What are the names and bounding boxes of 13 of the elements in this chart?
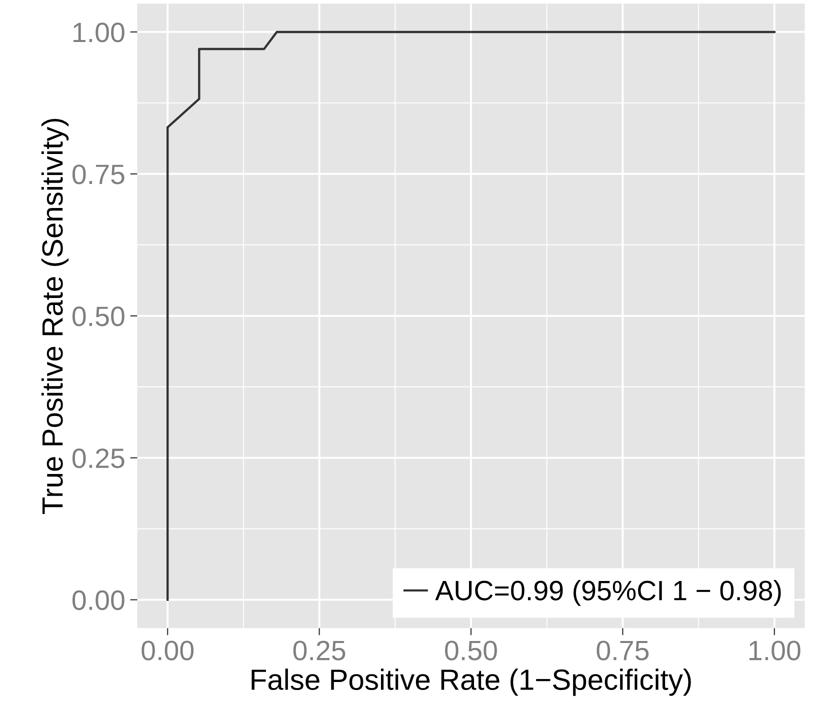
x-tick-label: 0.75 (596, 640, 649, 660)
x-tick-label: 0.25 (293, 640, 346, 660)
y-tick-label: 0.25 (72, 448, 124, 468)
y-tick-label: 0.75 (72, 164, 124, 184)
x-tick-label: 0.50 (445, 640, 497, 660)
x-axis-title: False Positive Rate (1−Specificity) (252, 668, 691, 696)
y-tick-label: 0.00 (72, 590, 124, 610)
x-tick-label: 0.00 (142, 640, 194, 660)
y-tick-label: 1.00 (74, 22, 124, 42)
legend-label: AUC=0.99 (95%CI 1 − 0.98) (435, 580, 781, 606)
y-tick-label: 0.50 (72, 306, 124, 326)
y-axis-title: True Positive Rate (Sensitivity) (41, 118, 69, 514)
x-tick-label: 1.00 (749, 640, 800, 660)
